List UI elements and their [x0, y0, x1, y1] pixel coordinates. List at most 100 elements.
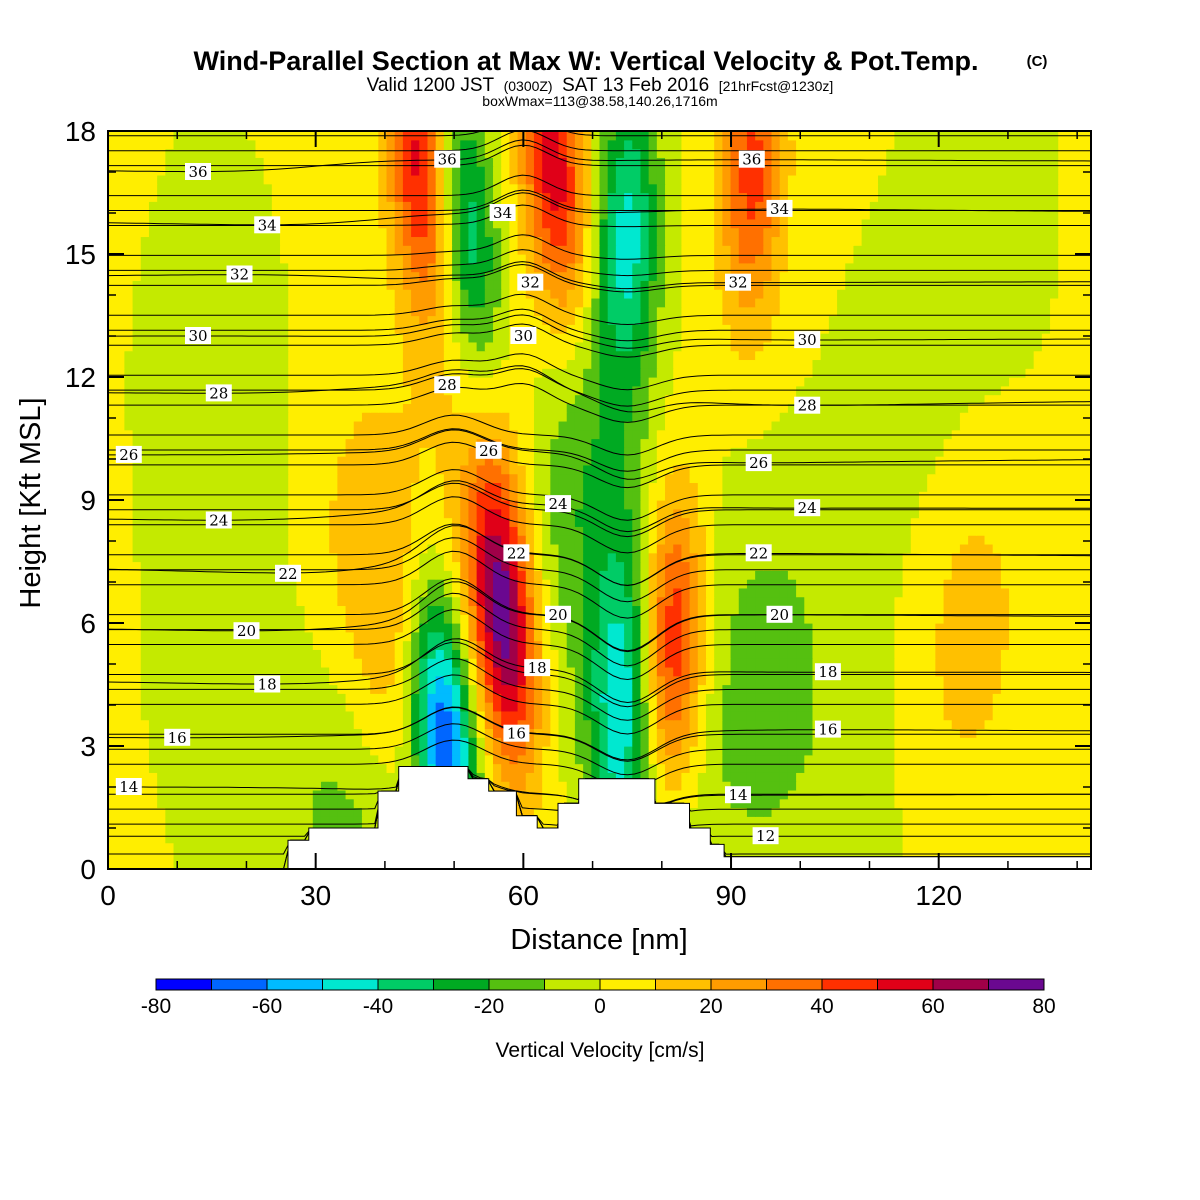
velocity-cell [574, 596, 584, 607]
velocity-cell [902, 807, 912, 817]
velocity-cell [280, 754, 289, 765]
velocity-cell [943, 640, 953, 650]
velocity-cell [525, 702, 535, 712]
velocity-cell [239, 816, 248, 826]
velocity-cell [984, 807, 994, 817]
velocity-cell [108, 526, 117, 536]
velocity-cell [656, 754, 666, 765]
velocity-cell [583, 579, 592, 589]
velocity-cell [861, 746, 871, 756]
velocity-cell [640, 746, 650, 756]
velocity-cell [681, 623, 691, 633]
velocity-cell [263, 728, 273, 738]
velocity-cell [329, 772, 338, 782]
velocity-cell [255, 500, 265, 510]
velocity-cell [484, 693, 494, 703]
velocity-cell [648, 605, 658, 615]
velocity-cell [632, 649, 642, 659]
velocity-cell [509, 649, 519, 659]
velocity-cell [509, 702, 519, 712]
velocity-cell [132, 746, 142, 756]
velocity-cell [296, 833, 306, 844]
velocity-cell [435, 579, 445, 589]
velocity-cell [411, 552, 420, 563]
velocity-cell [304, 693, 314, 703]
velocity-cell [763, 640, 773, 650]
velocity-cell [656, 614, 666, 624]
velocity-cell [632, 719, 642, 730]
velocity-cell [1050, 605, 1059, 615]
velocity-cell [574, 508, 584, 519]
velocity-cell [263, 851, 273, 861]
velocity-cell [968, 763, 977, 773]
velocity-cell [296, 693, 306, 703]
velocity-cell [198, 719, 207, 730]
velocity-cell [951, 816, 961, 826]
velocity-cell [976, 596, 986, 607]
velocity-cell [648, 526, 658, 536]
velocity-cell [132, 798, 142, 809]
velocity-cell [443, 587, 453, 598]
velocity-cell [108, 746, 117, 756]
velocity-cell [730, 579, 740, 589]
velocity-cell [566, 702, 576, 712]
velocity-cell [378, 614, 388, 624]
velocity-cell [779, 561, 789, 571]
velocity-cell [779, 596, 789, 607]
velocity-cell [804, 693, 814, 703]
velocity-cell [443, 649, 453, 659]
velocity-cell [271, 851, 281, 861]
velocity-cell [722, 526, 732, 536]
velocity-cell [124, 587, 134, 598]
velocity-cell [869, 816, 879, 826]
velocity-cell [828, 535, 838, 545]
velocity-cell [583, 614, 592, 624]
velocity-cell [108, 710, 117, 721]
velocity-cell [1025, 535, 1035, 545]
velocity-cell [394, 543, 404, 554]
velocity-cell [665, 508, 674, 519]
velocity-cell [484, 702, 494, 712]
velocity-cell [1033, 807, 1043, 817]
velocity-cell [550, 737, 560, 747]
vertical-velocity-field [108, 131, 1091, 869]
velocity-cell [558, 631, 568, 642]
velocity-cell [853, 570, 863, 580]
velocity-cell [861, 666, 871, 677]
velocity-cell [132, 535, 142, 545]
velocity-cell [312, 772, 322, 782]
velocity-cell [738, 798, 748, 809]
velocity-cell [869, 693, 879, 703]
velocity-cell [779, 640, 789, 650]
velocity-cell [312, 640, 322, 650]
velocity-cell [599, 640, 609, 650]
velocity-cell [394, 605, 404, 615]
velocity-cell [296, 763, 306, 773]
velocity-cell [1074, 631, 1084, 642]
velocity-cell [198, 535, 207, 545]
velocity-cell [124, 754, 134, 765]
velocity-cell [976, 746, 986, 756]
velocity-cell [181, 772, 191, 782]
velocity-cell [468, 702, 478, 712]
velocity-cell [181, 851, 191, 861]
velocity-cell [124, 605, 134, 615]
velocity-cell [525, 500, 535, 510]
velocity-cell [992, 754, 1002, 765]
velocity-cell [402, 684, 412, 694]
velocity-cell [689, 710, 699, 721]
velocity-cell [108, 816, 117, 826]
velocity-cell [902, 833, 912, 844]
velocity-cell [763, 746, 773, 756]
velocity-cell [329, 798, 338, 809]
velocity-cell [189, 675, 199, 686]
velocity-cell [771, 508, 781, 519]
velocity-cell [886, 526, 895, 536]
velocity-cell [820, 631, 830, 642]
velocity-cell [820, 658, 830, 668]
velocity-cell [1041, 623, 1051, 633]
velocity-cell [837, 807, 846, 817]
velocity-cell [427, 631, 437, 642]
velocity-cell [1000, 693, 1010, 703]
velocity-cell [378, 552, 388, 563]
